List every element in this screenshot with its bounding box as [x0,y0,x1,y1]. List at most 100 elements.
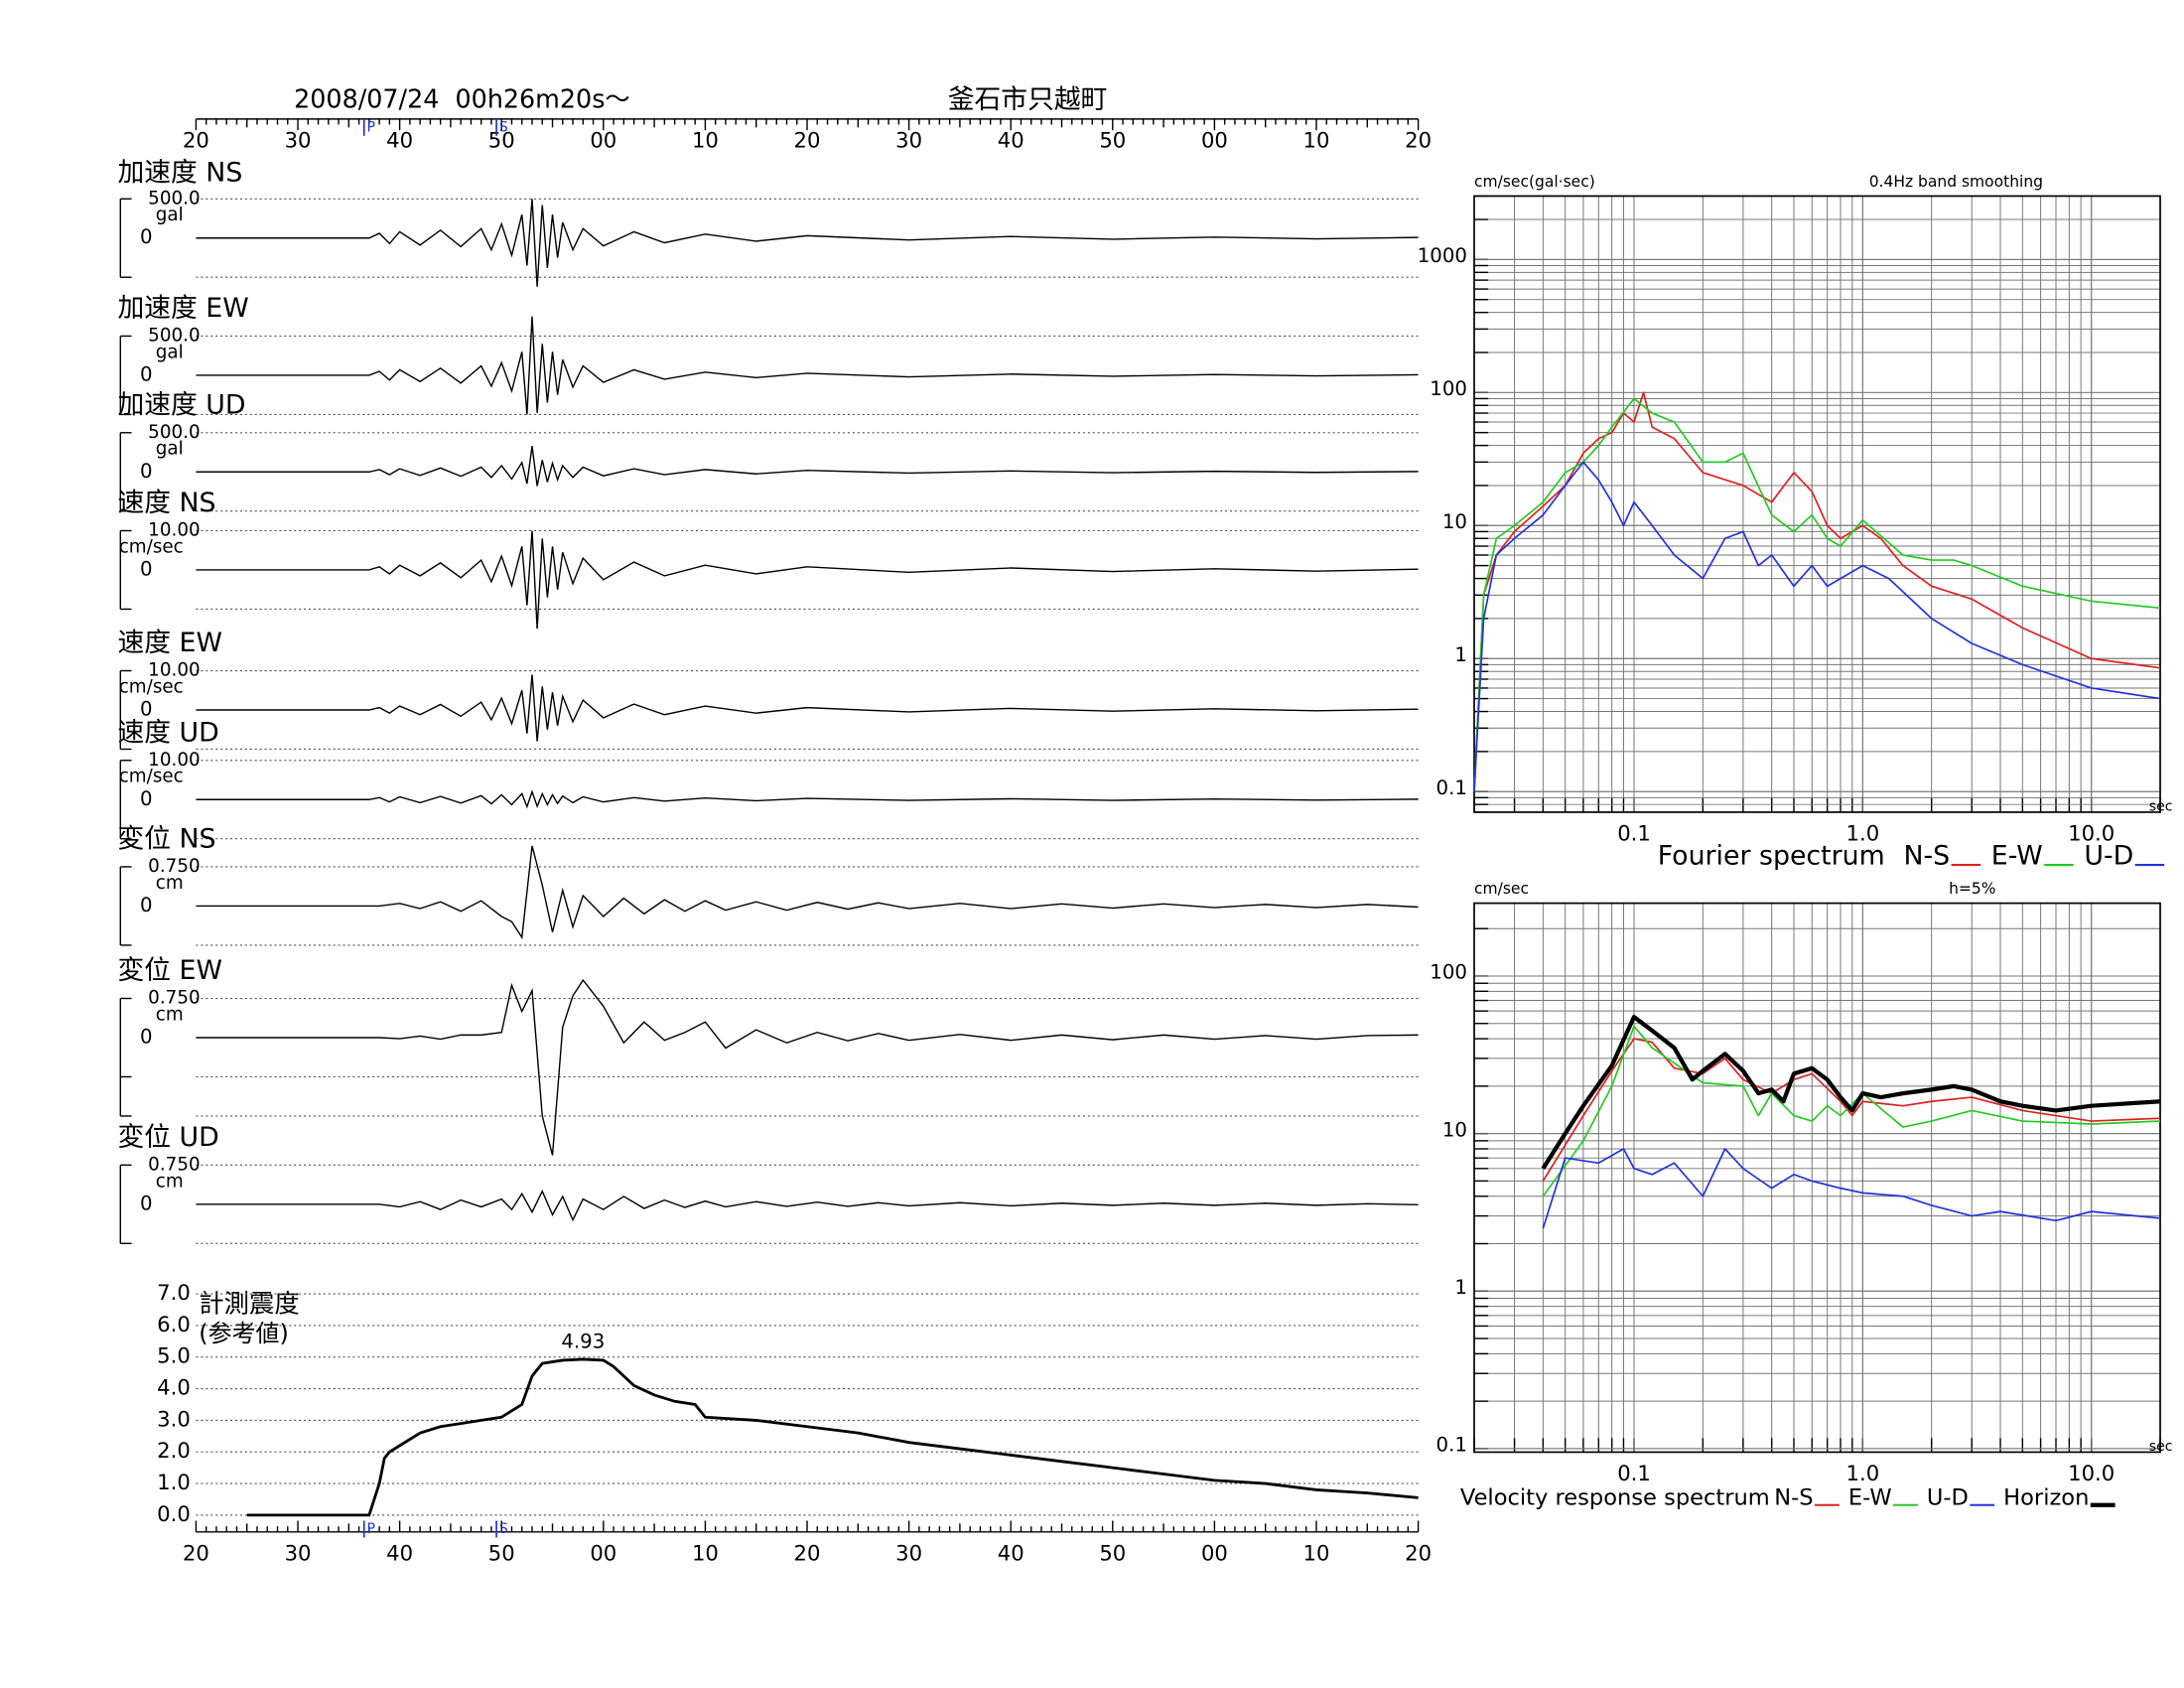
y-tick-label: 10.00 [148,519,200,540]
y-tick-label: 0 [140,225,153,248]
phase-label: S [499,1521,508,1537]
unit-label: gal [156,205,184,225]
unit-label: cm [156,873,184,894]
y-tick-label: 0.750 [148,988,200,1009]
x-tick-label: 10.0 [2068,821,2115,846]
y-tick-label: 10 [1442,510,1467,533]
y-tick-label: 0 [140,894,153,916]
spectrum-line [1541,1015,2161,1170]
station-name: 釜石市只越町 [948,84,1108,115]
x-tick-label: 0.1 [1617,1461,1651,1485]
x-tick-label: 30 [895,127,922,152]
legend-label: E-W [1848,1484,1892,1510]
x-tick-label: 40 [998,1540,1024,1565]
plot-frame [1473,902,2161,1454]
x-tick-label: 20 [183,1540,209,1565]
legend-label: Horizon [2003,1484,2089,1510]
spectrum-line [1542,1148,2161,1229]
y-tick-label: 1 [1454,643,1467,666]
x-tick-label: 50 [488,1540,515,1565]
y-tick-label: 10.00 [148,660,200,681]
x-tick-label: 10 [1303,127,1330,152]
x-tick-label: 00 [590,127,616,152]
unit-label: cm/sec [119,676,184,697]
y-tick-label: 1 [1454,1276,1467,1299]
waveform [196,199,1419,287]
waveform [196,316,1419,415]
unit-label: gal [156,342,184,362]
plot-frame [1473,195,2161,813]
y-tick-label: 1000 [1418,244,1467,267]
trace-label: 加速度 NS [117,157,242,188]
legend-label: U-D [1927,1484,1969,1510]
waveform [196,446,1419,487]
y-tick-label: 4.0 [157,1375,191,1400]
x-tick-label: 30 [285,1540,312,1565]
note: h=5% [1949,880,1995,898]
y-tick-label: 0.1 [1436,776,1467,799]
unit-label: gal [156,439,184,460]
x-tick-label: 40 [386,1540,413,1565]
x-axis-unit: sec [2149,798,2173,814]
phase-label: S [499,119,508,135]
x-tick-label: 20 [1405,1540,1432,1565]
phase-label: P [367,119,376,135]
y-tick-label: 5.0 [157,1343,191,1368]
x-tick-label: 50 [488,127,515,152]
y-tick-label: 500.0 [148,188,200,209]
x-tick-label: 20 [1405,127,1432,152]
x-tick-label: 20 [794,127,821,152]
x-tick-label: 0.1 [1617,821,1651,846]
waveform [196,1189,1419,1222]
legend-title: Velocity response spectrum [1460,1484,1770,1510]
x-tick-label: 10 [692,1540,719,1565]
legend-title: Fourier spectrum [1658,841,1885,872]
y-axis-unit: cm/sec(gal·sec) [1474,173,1595,191]
x-tick-label: 1.0 [1846,1461,1880,1485]
legend-label: U-D [2084,841,2133,872]
intensity-title: 計測震度 [199,1288,300,1318]
unit-label: cm [156,1004,184,1025]
y-tick-label: 100 [1430,961,1467,984]
x-tick-label: 50 [1099,1540,1126,1565]
x-tick-label: 1.0 [1846,821,1880,846]
y-tick-label: 0 [140,362,153,385]
record-time: 2008/07/24 00h26m20s～ [294,84,630,114]
waveform [196,789,1419,809]
spectrum-line [1542,1025,2161,1197]
y-tick-label: 7.0 [157,1280,191,1305]
y-tick-label: 0.0 [157,1501,191,1526]
x-tick-label: 50 [1099,127,1126,152]
x-tick-label: 10 [692,127,719,152]
intensity-subtitle: (参考値) [199,1320,289,1347]
y-tick-label: 0 [140,1026,153,1049]
trace-label: 変位 NS [117,824,215,855]
peak-label: 4.93 [561,1331,605,1353]
trace-label: 加速度 UD [117,389,245,420]
y-tick-label: 100 [1430,377,1467,400]
y-tick-label: 3.0 [157,1406,191,1431]
waveform [196,845,1419,940]
y-tick-label: 0 [140,557,153,580]
y-tick-label: 1.0 [157,1470,191,1494]
spectrum-line [1473,397,2161,792]
unit-label: cm [156,1171,184,1192]
x-tick-label: 30 [895,1540,922,1565]
y-tick-label: 500.0 [148,422,200,443]
y-tick-label: 500.0 [148,325,200,346]
x-tick-label: 00 [590,1540,616,1565]
x-tick-label: 10 [1303,1540,1330,1565]
intensity-line [246,1357,1419,1517]
x-tick-label: 20 [794,1540,821,1565]
x-tick-label: 00 [1201,1540,1228,1565]
unit-label: cm/sec [119,767,184,787]
legend-label: N-S [1903,841,1950,872]
y-axis-unit: cm/sec [1474,880,1529,898]
x-tick-label: 40 [386,127,413,152]
x-tick-label: 00 [1201,127,1228,152]
trace-label: 変位 EW [117,955,221,986]
y-tick-label: 0 [140,698,153,721]
unit-label: cm/sec [119,536,184,557]
legend-label: N-S [1774,1484,1813,1510]
